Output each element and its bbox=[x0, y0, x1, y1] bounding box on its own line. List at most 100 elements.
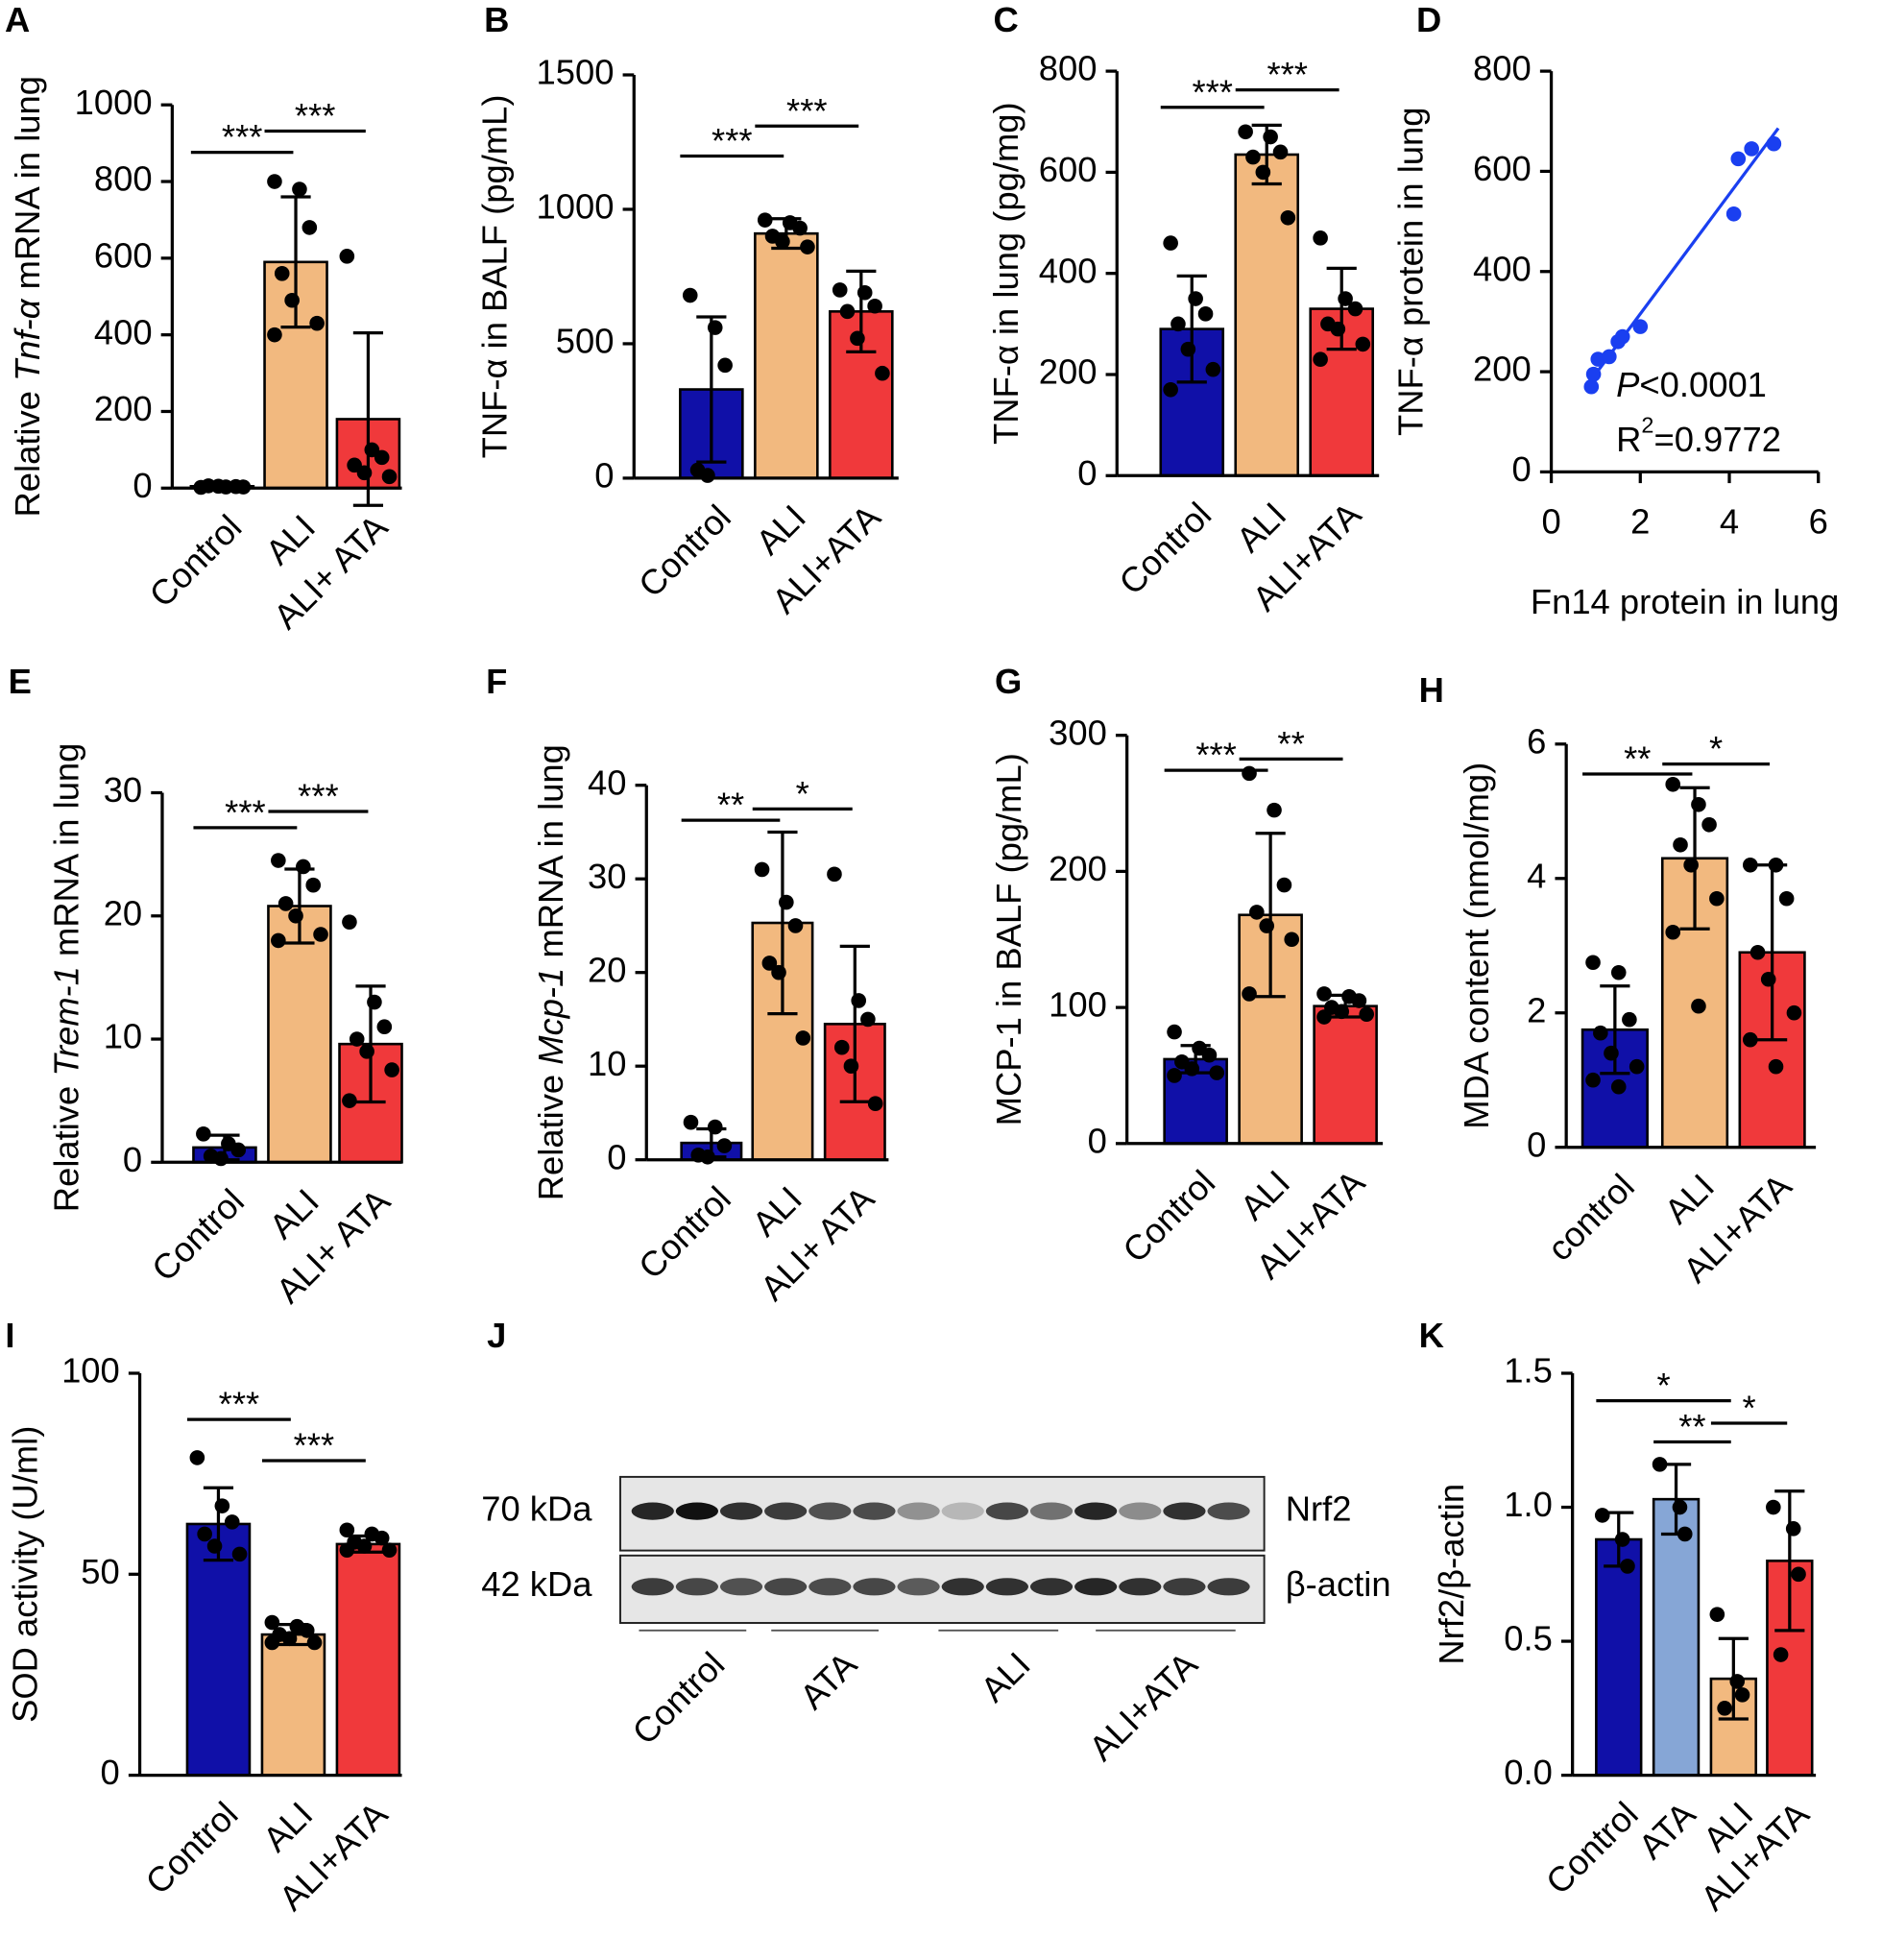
y-axis-label-part: Tnf-α bbox=[8, 298, 47, 381]
blot-band bbox=[1119, 1578, 1162, 1596]
panel-letter: B bbox=[484, 0, 509, 39]
data-point bbox=[1766, 135, 1782, 152]
data-point bbox=[1629, 1058, 1645, 1075]
data-point bbox=[1677, 1526, 1693, 1542]
data-point bbox=[1691, 796, 1706, 812]
bar bbox=[267, 905, 332, 1164]
p-italic: P bbox=[1616, 365, 1640, 404]
data-point bbox=[1313, 230, 1328, 246]
panel-letter: K bbox=[1419, 1316, 1444, 1355]
data-point bbox=[1778, 890, 1795, 907]
blot-band bbox=[897, 1578, 940, 1596]
blot-band bbox=[1207, 1578, 1250, 1596]
y-tick-label: 1000 bbox=[537, 187, 615, 227]
data-point bbox=[1284, 932, 1300, 948]
blot-band bbox=[1074, 1578, 1118, 1596]
data-point bbox=[196, 1125, 211, 1142]
blot-band bbox=[764, 1502, 808, 1520]
data-point bbox=[1201, 1047, 1218, 1063]
group-label: ALI+ATA bbox=[1081, 1644, 1205, 1768]
data-point bbox=[1610, 1078, 1627, 1095]
y-axis-label-part: Nrf2/β-actin bbox=[1432, 1484, 1471, 1665]
data-point bbox=[1197, 306, 1214, 322]
data-point bbox=[1785, 1521, 1801, 1537]
y-tick-label: 20 bbox=[104, 893, 142, 932]
data-point bbox=[292, 181, 307, 197]
y-tick-label: 0 bbox=[1512, 449, 1532, 489]
data-point bbox=[775, 233, 790, 250]
blot-band bbox=[631, 1578, 674, 1596]
significance-label: *** bbox=[1195, 736, 1236, 775]
data-point bbox=[1665, 776, 1681, 792]
y-tick-label: 600 bbox=[94, 235, 153, 275]
y-tick-label: 0.5 bbox=[1504, 1619, 1553, 1658]
data-point bbox=[1729, 1674, 1746, 1689]
blot-band bbox=[764, 1578, 808, 1596]
y-tick-label: 1.0 bbox=[1504, 1485, 1553, 1524]
y-tick-label: 300 bbox=[1049, 713, 1107, 752]
blot-band bbox=[631, 1502, 674, 1520]
y-tick-label: 0 bbox=[133, 466, 152, 505]
data-point bbox=[1683, 857, 1699, 873]
significance-label: ** bbox=[1678, 1407, 1705, 1446]
blot-band bbox=[941, 1578, 984, 1596]
data-point bbox=[1594, 1508, 1610, 1523]
x-tick-label: ATA bbox=[1630, 1794, 1703, 1867]
x-tick-label: 2 bbox=[1630, 502, 1650, 542]
data-point bbox=[1614, 328, 1630, 345]
significance-label: * bbox=[1743, 1389, 1756, 1428]
blot-band bbox=[941, 1502, 984, 1520]
data-point bbox=[1167, 1068, 1182, 1083]
y-tick-label: 1000 bbox=[75, 83, 153, 122]
blot-band bbox=[853, 1502, 896, 1520]
y-tick-label: 40 bbox=[588, 762, 626, 802]
data-point bbox=[1725, 206, 1742, 222]
marker-label: 70 kDa bbox=[481, 1488, 592, 1528]
data-point bbox=[1744, 141, 1759, 157]
x-tick-label: control bbox=[1540, 1167, 1642, 1269]
data-point bbox=[271, 932, 286, 949]
data-point bbox=[281, 1631, 298, 1647]
data-point bbox=[1760, 971, 1776, 987]
data-point bbox=[792, 220, 808, 236]
data-point bbox=[342, 1093, 357, 1108]
data-point bbox=[1238, 124, 1253, 140]
data-point bbox=[267, 327, 282, 343]
bar bbox=[263, 260, 328, 490]
data-point bbox=[1316, 1009, 1332, 1025]
data-point bbox=[1673, 836, 1688, 853]
data-point bbox=[850, 330, 865, 347]
y-axis-label-part: TNF-α protein in lung bbox=[1390, 107, 1430, 436]
y-axis-label-part: MCP-1 in BALF (pg/mL) bbox=[988, 753, 1027, 1125]
y-axis-label-part: Trem-1 bbox=[46, 966, 85, 1077]
data-point bbox=[1585, 366, 1602, 382]
data-point bbox=[302, 220, 318, 235]
data-point bbox=[1786, 1004, 1802, 1021]
x-tick-label: ALI bbox=[1656, 1167, 1722, 1232]
significance-label: *** bbox=[225, 793, 265, 833]
blot-band bbox=[1119, 1502, 1162, 1520]
y-axis-label: Relative Tnf-α mRNA in lung bbox=[8, 76, 47, 518]
p-value: P<0.0001 bbox=[1616, 365, 1767, 404]
data-point bbox=[299, 1623, 315, 1638]
y-tick-label: 0 bbox=[1077, 453, 1097, 493]
data-point bbox=[867, 1096, 883, 1111]
blot-band bbox=[675, 1502, 718, 1520]
y-tick-label: 30 bbox=[588, 857, 626, 896]
panel-letter: A bbox=[5, 0, 30, 39]
y-tick-label: 100 bbox=[1049, 985, 1107, 1025]
data-point bbox=[1749, 944, 1766, 960]
data-point bbox=[1249, 905, 1265, 920]
data-point bbox=[214, 1498, 230, 1513]
data-point bbox=[1259, 918, 1275, 933]
x-tick-label: 6 bbox=[1809, 502, 1828, 542]
data-point bbox=[771, 964, 786, 980]
y-axis-label-part: TNF-α in BALF (pg/mL) bbox=[474, 95, 514, 459]
data-point bbox=[860, 1011, 876, 1028]
data-point bbox=[1205, 361, 1221, 377]
marker-label: 42 kDa bbox=[481, 1564, 592, 1604]
y-tick-label: 100 bbox=[61, 1351, 120, 1391]
data-point bbox=[1672, 1499, 1688, 1515]
data-point bbox=[1620, 1559, 1635, 1574]
